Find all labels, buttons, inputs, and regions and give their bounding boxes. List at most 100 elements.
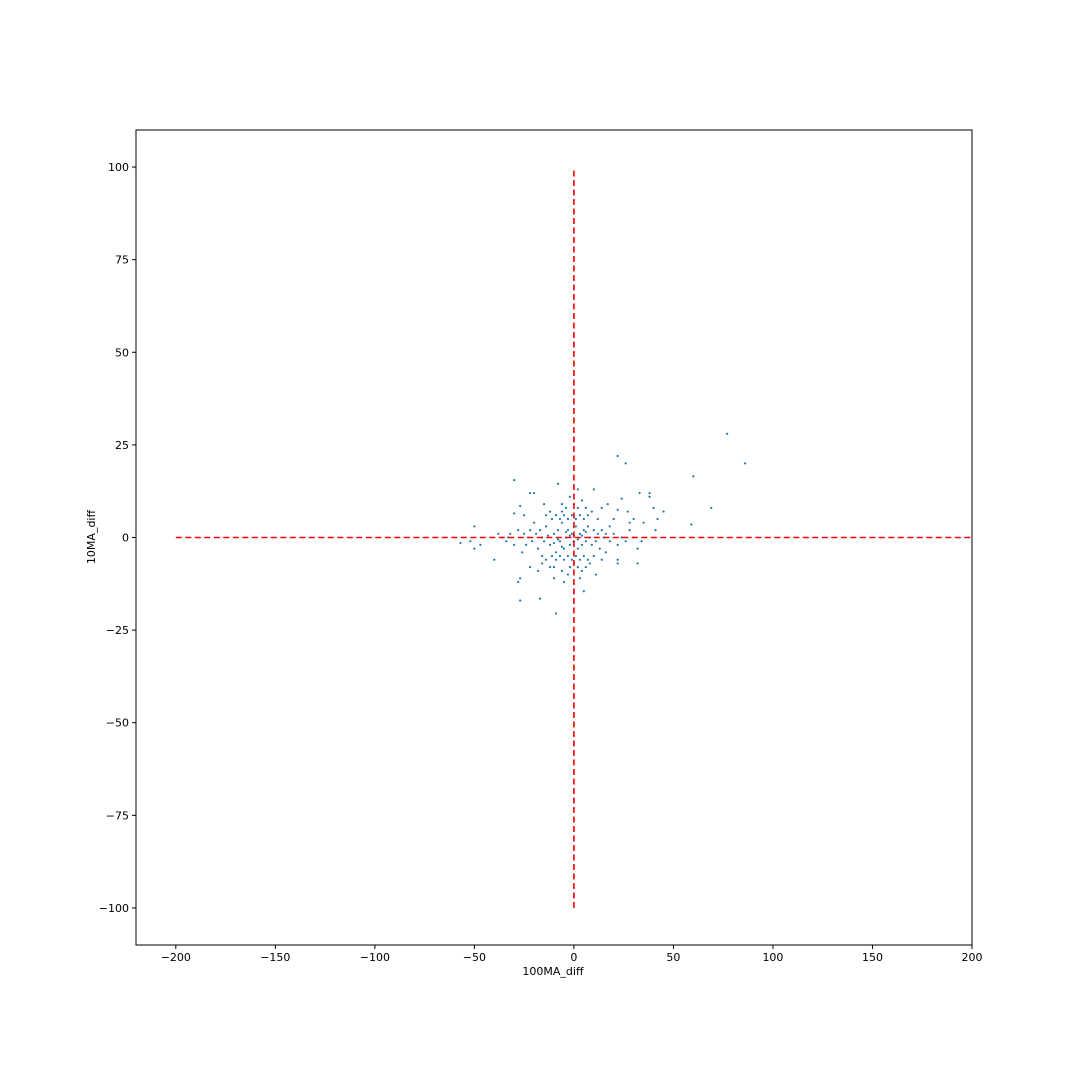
scatter-point xyxy=(519,577,522,580)
scatter-point xyxy=(497,532,500,535)
scatter-point xyxy=(574,525,578,528)
scatter-point xyxy=(536,547,540,550)
scatter-point xyxy=(580,499,583,502)
scatter-point xyxy=(552,577,556,580)
scatter-point xyxy=(626,510,629,513)
scatter-point xyxy=(517,528,520,532)
x-axis-label: 100MA_diff xyxy=(522,965,584,978)
scatter-point xyxy=(533,491,536,495)
scatter-point xyxy=(616,543,619,547)
scatter-point xyxy=(558,540,562,543)
scatter-point xyxy=(566,528,570,532)
scatter-point xyxy=(523,514,526,517)
scatter-point xyxy=(584,506,587,509)
scatter-point xyxy=(620,497,623,500)
scatter-point xyxy=(566,517,570,521)
scatter-point xyxy=(562,514,566,517)
y-axis-label: 10MA_diff xyxy=(85,510,98,565)
scatter-point xyxy=(560,521,564,524)
scatter-point xyxy=(554,558,558,561)
scatter-point xyxy=(692,475,695,478)
scatter-point xyxy=(582,528,585,532)
scatter-point xyxy=(552,541,556,545)
x-tick-label: 200 xyxy=(962,951,983,964)
scatter-point xyxy=(533,521,536,524)
scatter-point xyxy=(624,462,627,465)
y-axis-ticks: −100 −75 −50 −25 0 25 50 75 100 xyxy=(99,161,136,915)
scatter-point xyxy=(546,534,550,537)
scatter-point xyxy=(574,554,578,558)
scatter-point xyxy=(554,612,558,615)
scatter-point xyxy=(513,512,516,515)
scatter-point xyxy=(576,538,579,541)
x-tick-label: −150 xyxy=(260,951,290,964)
scatter-point xyxy=(616,508,619,511)
scatter-point xyxy=(556,528,560,532)
scatter-point xyxy=(640,540,643,543)
scatter-point xyxy=(513,478,516,482)
scatter-point xyxy=(580,543,583,547)
scatter-point xyxy=(582,517,585,521)
scatter-point xyxy=(558,517,562,521)
scatter-point xyxy=(608,540,611,543)
x-tick-label: 50 xyxy=(666,951,680,964)
scatter-point xyxy=(540,554,544,558)
scatter-point xyxy=(628,521,631,524)
scatter-point xyxy=(710,506,713,509)
scatter-point xyxy=(578,532,581,535)
scatter-point xyxy=(654,528,657,532)
scatter-point xyxy=(612,532,615,535)
scatter-point xyxy=(592,528,595,532)
scatter-point xyxy=(726,432,729,435)
x-axis-ticks: −200 −150 −100 −50 0 50 100 150 200 xyxy=(161,945,983,964)
scatter-point xyxy=(578,558,581,561)
x-tick-label: 100 xyxy=(762,951,783,964)
scatter-point xyxy=(560,569,564,572)
scatter-point xyxy=(459,541,462,545)
scatter-point xyxy=(608,525,611,528)
scatter-point xyxy=(604,551,607,554)
scatter-point xyxy=(632,517,635,521)
y-tick-label: 0 xyxy=(122,532,129,545)
scatter-point xyxy=(542,540,546,543)
scatter-point xyxy=(662,510,665,513)
scatter-point xyxy=(592,488,595,491)
scatter-point xyxy=(612,517,615,521)
scatter-point xyxy=(529,528,532,532)
scatter-point xyxy=(523,532,526,535)
scatter-point xyxy=(652,506,655,509)
scatter-point xyxy=(586,525,589,528)
scatter-point xyxy=(576,547,579,550)
scatter-point xyxy=(568,566,572,569)
scatter-point xyxy=(544,525,548,528)
scatter-point xyxy=(525,543,528,547)
scatter-point xyxy=(564,506,568,509)
scatter-point xyxy=(636,562,639,565)
x-tick-label: −200 xyxy=(161,951,191,964)
scatter-point xyxy=(548,510,552,513)
scatter-point xyxy=(574,517,578,521)
scatter-point xyxy=(628,528,631,532)
scatter-point xyxy=(570,558,574,561)
scatter-point xyxy=(648,495,651,498)
y-tick-label: −50 xyxy=(106,717,129,730)
scatter-point xyxy=(580,569,583,572)
scatter-point xyxy=(556,538,560,541)
scatter-point xyxy=(538,528,542,532)
x-tick-label: −100 xyxy=(360,951,390,964)
scatter-point xyxy=(580,534,583,537)
scatter-point xyxy=(560,545,564,548)
scatter-point xyxy=(550,554,554,558)
scatter-point xyxy=(576,506,579,509)
scatter-point xyxy=(531,540,534,543)
scatter-point xyxy=(540,562,544,565)
scatter-point xyxy=(624,540,627,543)
scatter-point xyxy=(544,558,548,561)
scatter-point xyxy=(479,543,482,547)
scatter-point xyxy=(596,532,599,535)
scatter-point xyxy=(562,558,566,561)
scatter-point xyxy=(505,540,508,543)
